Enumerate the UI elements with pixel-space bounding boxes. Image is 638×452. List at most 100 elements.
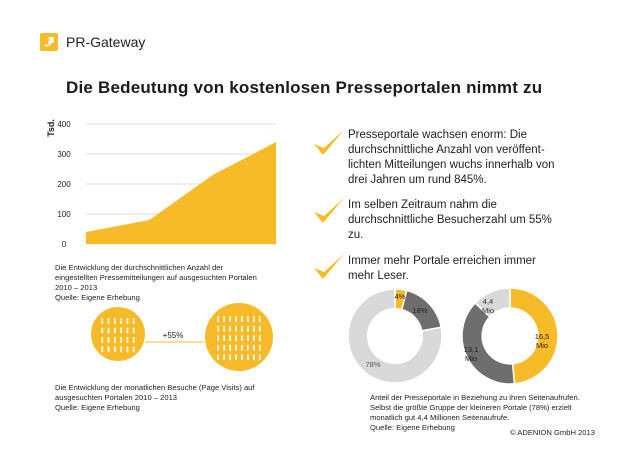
caption-line: Die Entwicklung der durchschnittlichen A…	[55, 263, 223, 272]
people-icons-large	[217, 316, 261, 361]
person-icon	[120, 336, 123, 343]
person-icon	[258, 325, 261, 332]
checkmark-icon	[314, 130, 344, 155]
y-tick-label: 0	[62, 240, 67, 249]
caption-line: ausgesuchten Portalen 2010 – 2013	[55, 393, 178, 402]
person-icon	[120, 327, 123, 334]
area-series	[86, 142, 276, 244]
bullet-line: Presseportale wachsen enorm: Die	[348, 129, 527, 141]
person-icon	[217, 335, 220, 342]
area-chart: Tsd. 400 300 200 100 0	[46, 119, 276, 249]
person-icon	[246, 325, 249, 332]
bullet-line: drei Jahren um rund 845%.	[348, 174, 487, 186]
person-icon	[101, 318, 104, 324]
person-icon	[246, 335, 249, 342]
person-icon	[240, 335, 244, 342]
growth-label: +55%	[163, 331, 184, 340]
donut-caption: Anteil der Presseportale in Beziehung zu…	[370, 393, 610, 433]
person-icon	[217, 354, 220, 361]
copyright: © ADENION GmbH 2013	[510, 428, 595, 437]
person-icon	[234, 354, 238, 361]
caption-line: monatlich gut 4,4 Millionen Seitenaufruf…	[370, 413, 510, 422]
person-icon	[107, 336, 110, 343]
visits-caption: Die Entwicklung der monatlichen Besuche …	[55, 383, 285, 413]
bullet-line: durchschnittliche Besucherzahl um 55%	[348, 214, 552, 226]
arrow-icon	[44, 37, 54, 47]
caption-line: Quelle: Eigene Erhebung	[55, 403, 140, 412]
person-icon	[223, 344, 226, 351]
visits-circle-2013	[205, 303, 273, 371]
person-icon	[240, 316, 244, 323]
person-icon	[217, 316, 220, 323]
y-axis-label: Tsd.	[46, 119, 56, 137]
person-icon	[229, 344, 232, 351]
bullet-line: Im selben Zeitraum nahm die	[348, 199, 497, 211]
bullet-line: zu.	[348, 229, 364, 241]
person-icon	[126, 318, 129, 324]
person-icon	[132, 346, 135, 353]
person-icon	[126, 346, 129, 353]
person-icon	[258, 344, 261, 351]
person-icon	[101, 346, 104, 353]
person-icon	[120, 318, 123, 324]
person-icon	[252, 344, 255, 351]
bullet-line: lichten Mitteilungen wuchs innerhalb von	[348, 159, 555, 171]
brand-name: PR-Gateway	[66, 34, 146, 50]
person-icon	[229, 354, 232, 361]
person-icon	[258, 354, 261, 361]
area-caption: Die Entwicklung der durchschnittlichen A…	[55, 263, 285, 303]
bullet-line: mehr Leser.	[348, 270, 409, 282]
pie-slice	[509, 287, 559, 385]
checkmark-icon	[314, 254, 344, 279]
pie-label: 4,4 Mio	[482, 297, 494, 315]
person-icon	[234, 325, 238, 332]
y-tick-label: 400	[57, 120, 71, 129]
y-tick-label: 300	[57, 150, 71, 159]
person-icon	[107, 327, 110, 334]
person-icon	[107, 318, 110, 324]
bullet-line: durchschnittliche Anzahl von veröffent-	[348, 144, 545, 156]
caption-line: Quelle: Eigene Erhebung	[55, 293, 140, 302]
person-icon	[252, 354, 255, 361]
person-icon	[252, 316, 255, 323]
visits-circle-2010	[91, 307, 145, 361]
pie-slice	[461, 301, 516, 385]
person-icon	[258, 316, 261, 323]
brand-logo	[40, 33, 58, 51]
pie-slice	[347, 288, 443, 384]
person-icon	[107, 346, 110, 353]
caption-line: 2010 – 2013	[55, 283, 98, 292]
pie-slice	[474, 287, 511, 318]
y-tick-label: 200	[57, 180, 71, 189]
person-icon	[113, 318, 116, 324]
person-icon	[240, 344, 244, 351]
person-icon	[223, 354, 226, 361]
y-tick-label: 100	[57, 210, 71, 219]
person-icon	[132, 327, 135, 334]
person-icon	[234, 344, 238, 351]
person-icon	[120, 346, 123, 353]
person-icon	[217, 325, 220, 332]
person-icon	[246, 344, 249, 351]
caption-line: Quelle: Eigene Erhebung	[370, 423, 455, 432]
person-icon	[126, 327, 129, 334]
person-icon	[229, 325, 232, 332]
donut-charts: 4% 18% 78% 16,5 Mio 13,1 Mio 4,4 Mio	[347, 287, 559, 385]
bullet-2: Im selben Zeitraum nahm die durchschnitt…	[348, 198, 598, 243]
caption-line: eingestellten Pressemitteilungen auf aus…	[55, 273, 257, 282]
bullet-3: Immer mehr Portale erreichen immer mehr …	[348, 254, 598, 284]
person-icon	[113, 336, 116, 343]
person-icon	[113, 346, 116, 353]
person-icon	[229, 316, 232, 323]
person-icon	[240, 325, 244, 332]
person-icon	[258, 335, 261, 342]
person-icon	[223, 335, 226, 342]
pie-label: 16,5 Mio	[535, 332, 550, 350]
page-title: Die Bedeutung von kostenlosen Presseport…	[66, 78, 543, 97]
person-icon	[229, 335, 232, 342]
person-icon	[113, 327, 116, 334]
bullet-1: Presseportale wachsen enorm: Die durchsc…	[348, 128, 598, 188]
person-icon	[132, 336, 135, 343]
person-icon	[252, 325, 255, 332]
checkmark-icon	[314, 198, 344, 223]
